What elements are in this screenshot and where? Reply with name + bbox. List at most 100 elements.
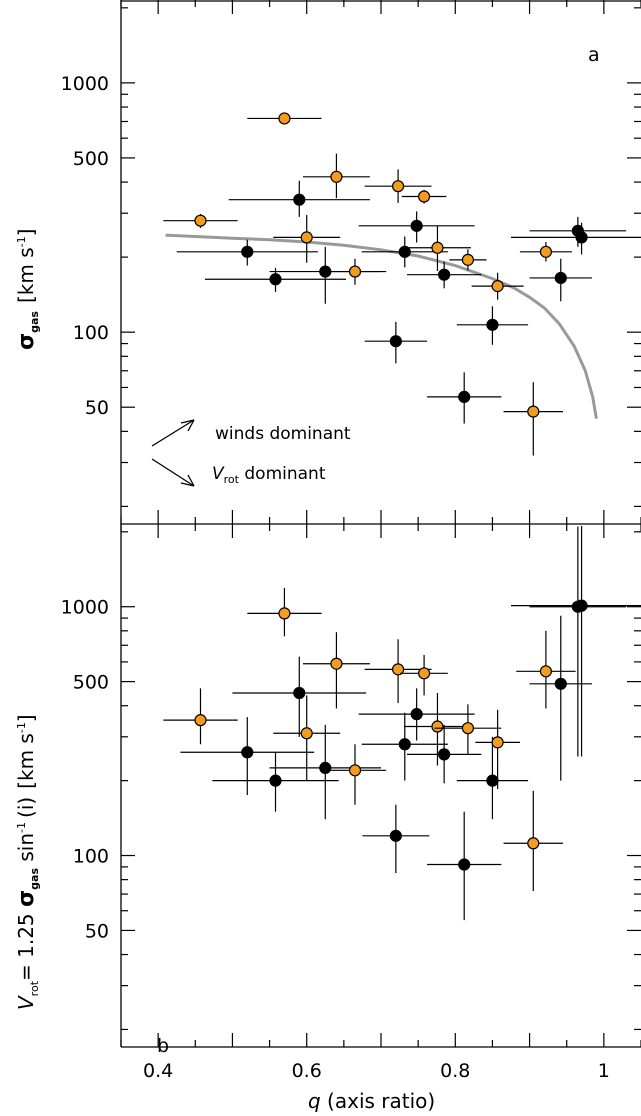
x-tick-label: 0.6 (292, 1060, 322, 1082)
y-tick-label: 1000 (61, 597, 109, 619)
data-point (503, 790, 563, 892)
data-point (361, 712, 448, 781)
data-point (303, 632, 370, 709)
black-marker (486, 774, 499, 787)
y-title-b-i: (i) (14, 797, 38, 818)
orange-marker (194, 714, 207, 727)
vrot-sub: rot (224, 473, 240, 486)
y-tick-label: 500 (73, 148, 109, 170)
y-title-b-sigma: σ (14, 890, 39, 907)
model-curve (165, 233, 598, 419)
data-point (475, 709, 520, 790)
y-title-b-unit-sup: -1 (15, 722, 28, 733)
orange-marker (194, 214, 207, 227)
data-point (204, 267, 347, 292)
orange-marker (491, 280, 504, 293)
data-point (163, 213, 238, 228)
y-title-b-v-sub: rot (28, 980, 41, 996)
black-marker (410, 708, 423, 721)
data-point (407, 724, 482, 784)
orange-marker (431, 241, 444, 254)
winds-dominant-label: winds dominant (215, 424, 351, 444)
orange-marker (527, 405, 540, 418)
data-point (529, 258, 592, 302)
black-marker (438, 268, 451, 281)
x-title-q: q (308, 1089, 321, 1113)
y-title-b-sigma-sub: gas (28, 868, 41, 890)
x-tick-label: 0.4 (143, 1060, 173, 1082)
y-tick-label: 100 (73, 322, 109, 344)
orange-marker (278, 607, 291, 620)
vrot-dominant-word: dominant (239, 464, 326, 484)
black-marker (293, 193, 306, 206)
data-point (427, 372, 502, 424)
y-title-b-v: V (14, 995, 38, 1010)
orange-marker (300, 231, 313, 244)
data-point (511, 526, 641, 757)
black-marker (554, 677, 567, 690)
data-point (364, 321, 428, 364)
black-marker (410, 219, 423, 232)
data-point (516, 630, 576, 709)
orange-marker (300, 727, 313, 740)
vrot-dominant-arrow (151, 458, 195, 487)
winds-dominant-arrow (151, 419, 195, 447)
data-point (511, 222, 641, 255)
orange-marker (431, 720, 444, 733)
black-marker (319, 761, 332, 774)
x-tick-label: 0.8 (440, 1060, 470, 1082)
orange-marker (491, 736, 504, 749)
y-title-b-eq: = 1.25 (14, 907, 38, 981)
y-tick-label: 500 (73, 672, 109, 694)
data-point (176, 239, 318, 266)
data-point (247, 112, 322, 125)
orange-marker (391, 180, 405, 193)
data-point (404, 692, 471, 766)
data-point (449, 249, 487, 271)
data-point (503, 382, 563, 456)
y-title-b-sin-sup: -1 (15, 822, 28, 833)
black-marker (458, 858, 471, 871)
data-point (269, 246, 381, 304)
data-point (407, 261, 482, 289)
orange-marker (391, 663, 405, 676)
data-point (180, 717, 315, 796)
black-marker (389, 829, 402, 842)
orange-marker (539, 245, 553, 258)
y-title-a-unit-sup: -1 (15, 236, 28, 247)
black-marker (293, 686, 306, 700)
black-marker (438, 748, 451, 761)
black-marker (554, 271, 567, 285)
data-point (303, 153, 370, 199)
orange-marker (330, 657, 343, 670)
data-point (269, 724, 381, 820)
data-point (163, 688, 238, 745)
panel-b: 50 100 500 1000 0.4 0.6 0.8 1 b Vrot= 1.25 σga… (14, 524, 641, 1113)
data-point (362, 804, 430, 874)
x-axis-title: q (axis ratio) (308, 1089, 435, 1113)
orange-marker (348, 764, 362, 777)
orange-marker (330, 170, 343, 183)
model-curve-line (165, 233, 598, 419)
y-title-b-unit: [km s (14, 733, 38, 789)
black-marker (241, 746, 254, 759)
data-point (529, 216, 627, 247)
data-point (427, 811, 502, 921)
data-point (519, 241, 572, 262)
data-point (404, 226, 471, 271)
data-point (232, 656, 367, 737)
data-point (212, 752, 339, 812)
orange-marker (417, 190, 431, 203)
orange-marker (539, 665, 553, 678)
black-marker (486, 318, 499, 331)
panel-label-b: b (157, 1035, 169, 1057)
data-point (529, 615, 592, 781)
black-marker (398, 245, 411, 258)
y-axis-title-a: σgas [km s-1] (14, 229, 41, 350)
y-tick-label: 50 (85, 397, 109, 419)
orange-marker (527, 837, 540, 850)
data-point (323, 258, 387, 285)
data-point (247, 587, 322, 637)
panel-label-a: a (588, 44, 600, 66)
